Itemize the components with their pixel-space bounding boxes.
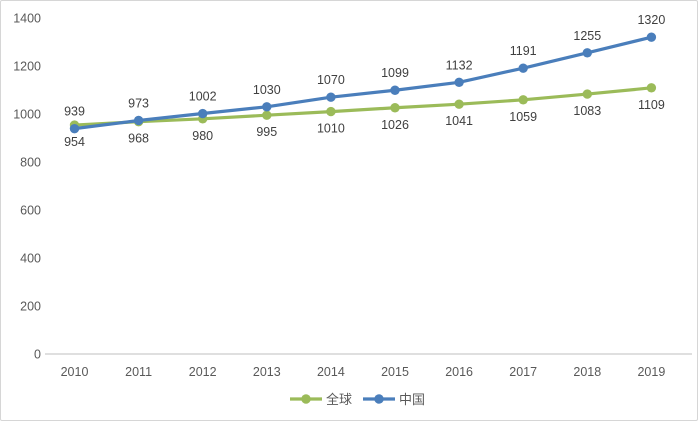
data-label-china: 1002 (189, 90, 217, 104)
data-point-china (390, 85, 400, 95)
legend-line-marker-icon (289, 393, 322, 404)
line-series-china (72, 35, 654, 131)
data-point-global (262, 110, 272, 120)
data-label-china: 1255 (573, 29, 601, 43)
data-point-china (518, 63, 528, 73)
y-axis-tick-label: 0 (34, 348, 41, 362)
x-axis-tick-label: 2016 (445, 365, 473, 379)
data-label-china: 1320 (637, 13, 665, 27)
y-axis-tick-label: 1000 (13, 108, 41, 122)
y-axis-tick-label: 1400 (13, 12, 41, 26)
data-point-global (518, 95, 528, 105)
x-axis-tick-label: 2010 (61, 365, 89, 379)
legend-label-china: 中国 (399, 392, 426, 407)
data-point-china (262, 102, 272, 112)
data-label-china: 1191 (510, 44, 537, 58)
data-label-global: 968 (128, 132, 149, 146)
y-axis-tick-label: 200 (20, 300, 41, 314)
legend-item-global: 全球 (289, 389, 352, 408)
data-label-global: 1083 (573, 104, 601, 118)
data-label-global: 980 (192, 129, 213, 143)
x-axis-tick-label: 2017 (509, 365, 537, 379)
data-label-global: 995 (256, 125, 277, 139)
y-axis-tick-label: 1200 (13, 60, 41, 74)
data-label-china: 939 (64, 105, 85, 119)
data-label-china: 973 (128, 96, 149, 110)
data-label-china: 1030 (253, 83, 281, 97)
x-axis-tick-label: 2013 (253, 365, 281, 379)
x-axis-tick-label: 2019 (637, 365, 665, 379)
data-label-china: 1132 (446, 58, 473, 72)
x-axis-tick-label: 2012 (189, 365, 217, 379)
y-axis-tick-label: 400 (20, 252, 41, 266)
data-label-china: 1070 (317, 73, 345, 87)
x-axis-tick-label: 2015 (381, 365, 409, 379)
data-point-global (582, 89, 592, 99)
data-label-global: 1041 (445, 114, 473, 128)
y-axis-tick-label: 800 (20, 156, 41, 170)
data-point-china (646, 32, 657, 42)
legend-label-global: 全球 (325, 392, 352, 407)
line-chart: 0 200 400 600 800 1000 1200 1400 2010 2011 2012 201… (13, 12, 692, 379)
data-point-china (454, 77, 464, 88)
data-point-global (454, 99, 464, 109)
chart-legend: 全球 中国 (9, 389, 698, 408)
y-axis-tick-label: 600 (20, 204, 41, 218)
data-point-china (198, 108, 208, 119)
data-label-global: 954 (64, 135, 85, 149)
x-axis-tick-label: 2014 (317, 365, 345, 379)
data-point-global (326, 106, 336, 117)
data-point-china (326, 92, 336, 102)
data-label-global: 1010 (317, 122, 345, 136)
data-label-china: 1099 (381, 66, 409, 80)
data-label-global: 1109 (638, 98, 665, 112)
data-point-global (646, 83, 657, 93)
data-point-china (69, 123, 80, 134)
x-axis-tick-label: 2011 (125, 365, 152, 379)
data-point-china (582, 48, 592, 58)
legend-item-china: 中国 (362, 389, 425, 408)
data-point-china (133, 115, 144, 126)
line-series-global (72, 86, 654, 127)
x-axis-tick-label: 2018 (573, 365, 601, 379)
legend-line-marker-icon (363, 393, 395, 404)
data-label-global: 1026 (381, 118, 409, 132)
data-point-global (390, 103, 400, 113)
data-label-global: 1059 (509, 110, 537, 124)
